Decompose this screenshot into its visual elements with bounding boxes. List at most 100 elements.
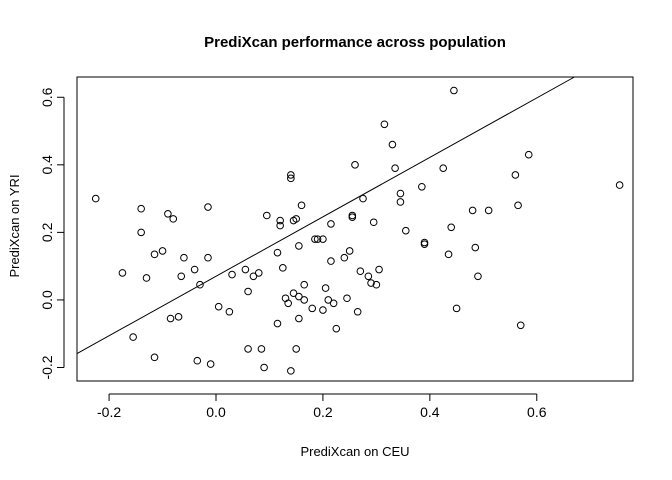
data-point (190, 265, 199, 274)
x-tick-label: -0.2 (97, 404, 121, 420)
data-point (343, 294, 351, 303)
data-point (150, 250, 159, 259)
data-point (273, 319, 282, 328)
data-point (367, 279, 375, 287)
data-point (292, 345, 300, 353)
data-point (289, 289, 298, 297)
data-point (471, 243, 480, 252)
data-point (359, 194, 367, 203)
data-point (297, 201, 306, 210)
data-point (142, 274, 151, 282)
data-point (169, 215, 178, 223)
data-point (450, 86, 458, 95)
data-point (401, 226, 410, 235)
data-point (241, 265, 250, 274)
data-point (118, 269, 127, 277)
data-point (284, 299, 292, 308)
data-point (324, 296, 333, 304)
data-point (391, 164, 399, 172)
data-point (327, 220, 335, 228)
data-point (615, 181, 624, 189)
y-tick-label: 0.4 (39, 155, 55, 175)
data-point (511, 171, 520, 179)
data-point (193, 356, 202, 365)
data-point (308, 304, 317, 313)
y-axis-title: PrediXcan on YRI (7, 174, 22, 277)
data-point (276, 221, 284, 230)
data-point (420, 240, 429, 248)
data-point (166, 314, 175, 323)
data-point (452, 304, 461, 313)
data-point (444, 250, 453, 259)
data-point (262, 211, 271, 220)
chart-title: PrediXcan performance across population (204, 34, 506, 51)
data-point (396, 189, 405, 198)
data-point (516, 321, 525, 330)
data-point (380, 120, 389, 129)
data-point (260, 363, 268, 372)
data-point (204, 253, 212, 262)
data-point (369, 218, 378, 227)
plot-frame (76, 76, 634, 382)
y-tick-label: 0.6 (39, 87, 55, 107)
y-tick-label: 0.0 (39, 290, 55, 310)
data-point (279, 264, 287, 272)
data-point (375, 265, 383, 274)
x-tick-label: 0.6 (527, 404, 547, 420)
data-point (287, 171, 295, 179)
data-point (137, 204, 145, 213)
x-tick-label: 0.2 (313, 404, 333, 420)
data-point (273, 248, 282, 257)
data-point (150, 353, 159, 362)
data-point (340, 253, 349, 262)
data-point (295, 292, 303, 301)
data-point (244, 345, 252, 353)
data-point (244, 287, 252, 296)
data-point (249, 272, 258, 281)
data-point (348, 213, 357, 221)
data-point (287, 174, 295, 183)
data-point (206, 360, 215, 368)
data-point (319, 235, 327, 243)
data-point (158, 247, 167, 255)
data-point (292, 215, 300, 223)
data-point (300, 296, 309, 304)
data-point (353, 307, 362, 316)
data-point (287, 367, 295, 375)
data-point (196, 280, 204, 289)
data-point (276, 216, 284, 225)
data-point (257, 345, 266, 353)
data-point (295, 314, 303, 323)
data-point (524, 150, 533, 159)
data-point (327, 257, 335, 265)
data-point (474, 272, 482, 281)
regression-layer (76, 76, 575, 355)
data-point (311, 235, 319, 243)
regression-line (76, 76, 575, 355)
data-point (295, 242, 303, 250)
data-point (351, 161, 359, 169)
data-point (174, 313, 183, 321)
data-point (447, 223, 456, 232)
data-point (364, 272, 373, 281)
data-points (91, 86, 624, 375)
data-point (329, 299, 338, 308)
x-tick-label: 0.0 (206, 404, 226, 420)
data-point (180, 253, 188, 262)
data-point (137, 228, 145, 237)
data-point (300, 280, 309, 289)
x-tick-label: 0.4 (420, 404, 440, 420)
data-point (388, 140, 397, 149)
data-point (319, 306, 327, 314)
data-point (484, 206, 493, 215)
data-point (332, 324, 341, 333)
data-point (313, 235, 322, 243)
data-point (214, 302, 223, 311)
data-point (228, 270, 236, 279)
data-point (254, 269, 263, 277)
data-point (164, 210, 172, 218)
data-point (372, 280, 381, 289)
data-point (439, 164, 448, 172)
